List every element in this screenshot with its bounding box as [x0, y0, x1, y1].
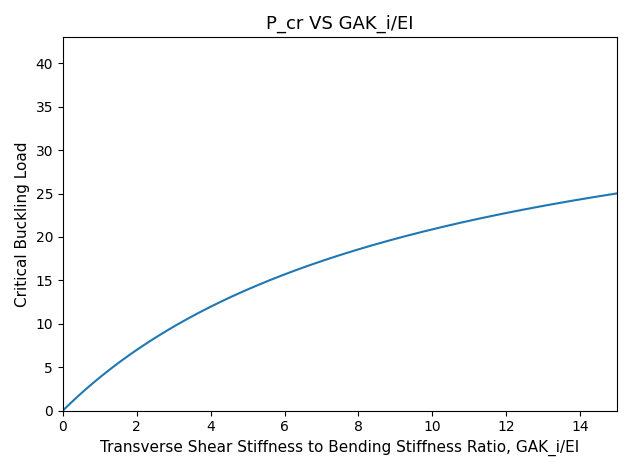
Y-axis label: Critical Buckling Load: Critical Buckling Load	[15, 141, 30, 307]
X-axis label: Transverse Shear Stiffness to Bending Stiffness Ratio, GAK_i/EI: Transverse Shear Stiffness to Bending St…	[100, 440, 580, 456]
Title: P_cr VS GAK_i/EI: P_cr VS GAK_i/EI	[266, 15, 414, 33]
